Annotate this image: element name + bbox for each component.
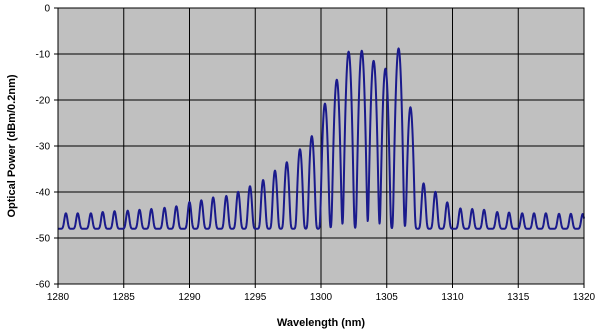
x-tick-label: 1310 — [441, 292, 464, 303]
peak-point — [237, 194, 239, 196]
peak-point — [347, 51, 349, 53]
peak-point — [311, 135, 313, 137]
x-axis-title: Wavelength (nm) — [277, 317, 366, 329]
x-tick-label: 1285 — [113, 292, 136, 303]
peak-point — [361, 50, 363, 52]
spectrum-line — [57, 47, 585, 230]
peak-point — [397, 47, 399, 49]
peak-point — [459, 216, 461, 218]
x-tick-label: 1320 — [573, 292, 596, 303]
x-tick-label: 1290 — [178, 292, 201, 303]
peak-point — [65, 224, 67, 226]
peak-point — [212, 201, 214, 203]
peak-point — [372, 60, 374, 62]
peak-point — [249, 188, 251, 190]
y-tick-label: 0 — [44, 4, 50, 15]
peak-point — [188, 207, 190, 209]
peak-point — [496, 222, 498, 224]
peak-point — [90, 224, 92, 226]
y-axis-title: Optical Power (dBm/0.2nm) — [6, 74, 18, 217]
y-tick-label: -50 — [36, 234, 51, 245]
peak-point — [434, 194, 436, 196]
x-tick-labels: 1280 1285 1290 1295 1300 1305 1310 1315 1320 — [47, 284, 596, 303]
y-tick-labels: 0 -10 -20 -30 -40 -50 -60 — [36, 4, 58, 291]
y-tick-label: -10 — [36, 50, 51, 61]
peak-point — [570, 225, 572, 227]
peak-point — [77, 224, 79, 226]
peak-point — [384, 68, 386, 70]
peak-point — [558, 225, 560, 227]
peak-point — [138, 218, 140, 220]
y-tick-label: -30 — [36, 142, 51, 153]
data-line-layer — [57, 47, 585, 230]
peak-point — [262, 181, 264, 183]
peak-point — [225, 199, 227, 201]
peak-point — [102, 222, 104, 224]
y-tick-label: -60 — [36, 280, 51, 291]
peak-point — [286, 162, 288, 164]
x-tick-label: 1305 — [376, 292, 399, 303]
peak-point — [483, 218, 485, 220]
x-tick-label: 1280 — [47, 292, 70, 303]
peak-point — [163, 215, 165, 217]
y-tick-label: -40 — [36, 188, 51, 199]
peak-point — [545, 224, 547, 226]
peak-point — [324, 102, 326, 104]
peak-point — [274, 171, 276, 173]
peak-point — [150, 217, 152, 219]
x-tick-label: 1300 — [310, 292, 333, 303]
peak-point — [299, 148, 301, 150]
peak-point — [446, 207, 448, 209]
peak-point — [336, 79, 338, 81]
peak-point — [175, 213, 177, 215]
peak-point — [521, 224, 523, 226]
peak-point — [113, 221, 115, 223]
peak-point — [533, 224, 535, 226]
x-tick-label: 1295 — [244, 292, 267, 303]
peak-point — [126, 220, 128, 222]
peak-point — [422, 184, 424, 186]
peak-point — [471, 217, 473, 219]
x-tick-label: 1315 — [507, 292, 530, 303]
peak-point — [200, 205, 202, 207]
y-tick-label: -20 — [36, 96, 51, 107]
peak-point — [409, 106, 411, 108]
peak-point — [508, 223, 510, 225]
